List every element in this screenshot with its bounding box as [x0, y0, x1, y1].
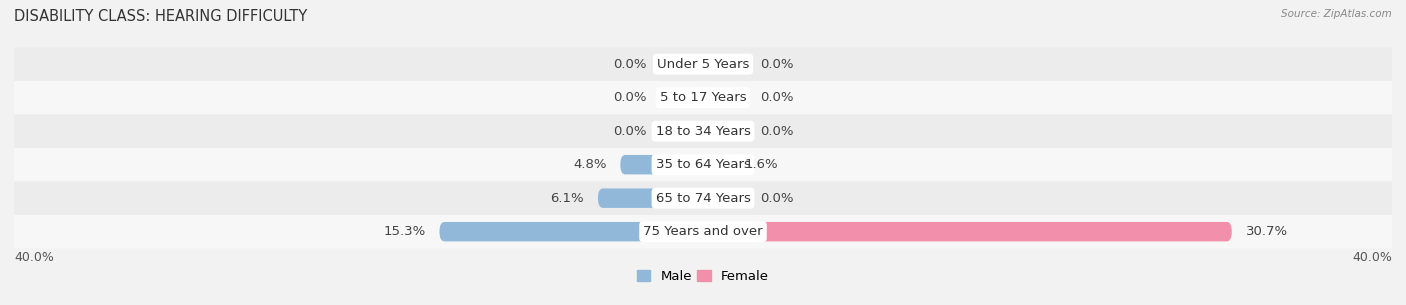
Text: 75 Years and over: 75 Years and over [643, 225, 763, 238]
FancyBboxPatch shape [703, 188, 747, 208]
Text: 0.0%: 0.0% [613, 91, 647, 104]
Text: 35 to 64 Years: 35 to 64 Years [655, 158, 751, 171]
Text: 0.0%: 0.0% [759, 125, 793, 138]
FancyBboxPatch shape [14, 81, 1392, 114]
Text: 4.8%: 4.8% [574, 158, 606, 171]
FancyBboxPatch shape [659, 121, 703, 141]
FancyBboxPatch shape [620, 155, 703, 174]
Text: 15.3%: 15.3% [384, 225, 426, 238]
Text: 0.0%: 0.0% [613, 58, 647, 71]
Text: 1.6%: 1.6% [744, 158, 778, 171]
FancyBboxPatch shape [703, 222, 1232, 241]
FancyBboxPatch shape [659, 55, 703, 74]
Text: Under 5 Years: Under 5 Years [657, 58, 749, 71]
FancyBboxPatch shape [14, 114, 1392, 148]
Text: Source: ZipAtlas.com: Source: ZipAtlas.com [1281, 9, 1392, 19]
FancyBboxPatch shape [703, 55, 747, 74]
FancyBboxPatch shape [598, 188, 703, 208]
Text: 18 to 34 Years: 18 to 34 Years [655, 125, 751, 138]
Text: 40.0%: 40.0% [14, 251, 53, 264]
FancyBboxPatch shape [659, 88, 703, 107]
FancyBboxPatch shape [14, 148, 1392, 181]
Text: 0.0%: 0.0% [613, 125, 647, 138]
Text: 65 to 74 Years: 65 to 74 Years [655, 192, 751, 205]
FancyBboxPatch shape [14, 181, 1392, 215]
Text: 0.0%: 0.0% [759, 91, 793, 104]
Legend: Male, Female: Male, Female [631, 265, 775, 289]
FancyBboxPatch shape [440, 222, 703, 241]
FancyBboxPatch shape [703, 155, 747, 174]
Text: 6.1%: 6.1% [551, 192, 583, 205]
Text: 40.0%: 40.0% [1353, 251, 1392, 264]
FancyBboxPatch shape [703, 88, 747, 107]
FancyBboxPatch shape [703, 121, 747, 141]
FancyBboxPatch shape [14, 47, 1392, 81]
Text: DISABILITY CLASS: HEARING DIFFICULTY: DISABILITY CLASS: HEARING DIFFICULTY [14, 9, 308, 24]
Text: 30.7%: 30.7% [1246, 225, 1288, 238]
Text: 0.0%: 0.0% [759, 192, 793, 205]
Text: 0.0%: 0.0% [759, 58, 793, 71]
FancyBboxPatch shape [14, 215, 1392, 249]
Text: 5 to 17 Years: 5 to 17 Years [659, 91, 747, 104]
